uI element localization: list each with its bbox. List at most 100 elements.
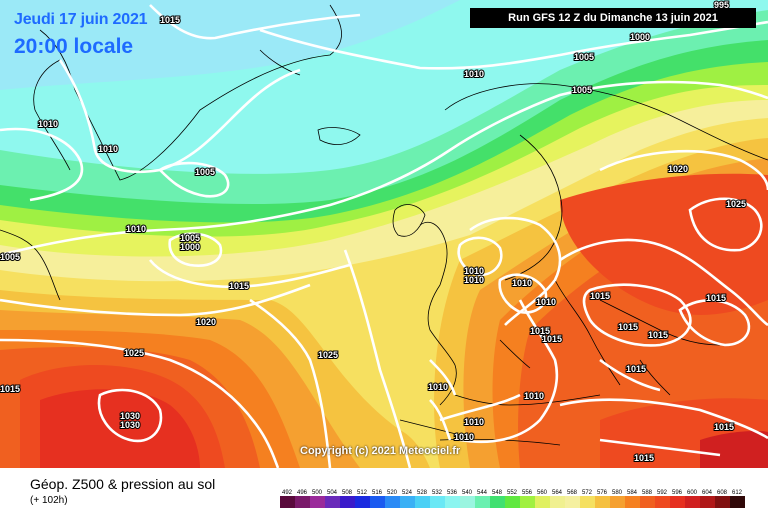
pressure-label: 1020 — [668, 164, 688, 174]
copyright-notice: Copyright (c) 2021 Meteociel.fr — [300, 445, 461, 457]
scale-tick-label: 508 — [342, 490, 353, 496]
pressure-label: 1025 — [318, 350, 338, 360]
pressure-label: 1030 — [120, 420, 140, 430]
pressure-label: 1015 — [530, 326, 550, 336]
pressure-label: 1010 — [454, 432, 474, 442]
scale-swatch — [640, 496, 655, 508]
scale-tick-label: 512 — [357, 490, 368, 496]
legend-subtitle: (+ 102h) — [30, 495, 68, 506]
scale-swatch — [565, 496, 580, 508]
scale-swatch — [490, 496, 505, 508]
color-scale: 492 496 500 504 508 512 516 520 524 528 532 536 540 5… — [280, 490, 745, 508]
pressure-label: 1015 — [542, 334, 562, 344]
pressure-labels: 995 1000 1005 1005 1010 1015 1010 1010 1… — [0, 0, 747, 464]
scale-tick-label: 528 — [417, 490, 428, 496]
scale-swatch — [520, 496, 535, 508]
pressure-label: 1010 — [512, 278, 532, 288]
pressure-label: 1015 — [626, 364, 646, 374]
pressure-label: 1010 — [524, 391, 544, 401]
scale-tick-label: 536 — [447, 490, 458, 496]
scale-tick-label: 560 — [537, 490, 548, 496]
pressure-label: 1005 — [195, 167, 215, 177]
pressure-label: 1010 — [428, 382, 448, 392]
pressure-label: 1020 — [196, 317, 216, 327]
pressure-label: 1000 — [630, 32, 650, 42]
scale-tick-label: 544 — [477, 490, 488, 496]
pressure-label: 1015 — [229, 281, 249, 291]
legend-title: Géop. Z500 & pression au sol — [30, 476, 216, 492]
pressure-label: 1015 — [0, 384, 20, 394]
pressure-label: 1005 — [572, 85, 592, 95]
pressure-label: 1010 — [126, 224, 146, 234]
scale-tick-label: 580 — [612, 490, 623, 496]
scale-swatch — [505, 496, 520, 508]
pressure-label: 1015 — [714, 422, 734, 432]
pressure-label: 995 — [714, 0, 729, 10]
scale-tick-label: 516 — [372, 490, 383, 496]
scale-tick-label: 504 — [327, 490, 338, 496]
scale-tick-label: 524 — [402, 490, 413, 496]
scale-swatch — [625, 496, 640, 508]
scale-tick-label: 608 — [717, 490, 728, 496]
scale-tick-label: 496 — [297, 490, 308, 496]
pressure-label: 1010 — [98, 144, 118, 154]
scale-swatch — [685, 496, 700, 508]
pressure-label: 1015 — [618, 322, 638, 332]
pressure-label: 1025 — [124, 348, 144, 358]
scale-tick-label: 548 — [492, 490, 503, 496]
scale-swatch — [340, 496, 355, 508]
scale-swatch — [700, 496, 715, 508]
scale-swatch — [730, 496, 745, 508]
pressure-label: 1010 — [464, 275, 484, 285]
scale-swatch — [430, 496, 445, 508]
scale-tick-label: 588 — [642, 490, 653, 496]
scale-swatch — [460, 496, 475, 508]
forecast-time: 20:00 locale — [14, 35, 134, 58]
map-canvas: 995 1000 1005 1005 1010 1015 1010 1010 1… — [0, 0, 768, 468]
pressure-label: 1010 — [536, 297, 556, 307]
pressure-label: 1010 — [464, 266, 484, 276]
scale-tick-label: 500 — [312, 490, 323, 496]
scale-swatch — [535, 496, 550, 508]
scale-swatch — [580, 496, 595, 508]
scale-swatch — [325, 496, 340, 508]
pressure-label: 1000 — [180, 242, 200, 252]
legend-bar: Géop. Z500 & pression au sol (+ 102h) 49… — [0, 468, 768, 512]
scale-swatch — [715, 496, 730, 508]
scale-tick-label: 552 — [507, 490, 518, 496]
scale-tick-label: 532 — [432, 490, 443, 496]
scale-swatch — [310, 496, 325, 508]
pressure-label: 1010 — [464, 417, 484, 427]
scale-tick-label: 564 — [552, 490, 563, 496]
scale-tick-label: 556 — [522, 490, 533, 496]
scale-tick-label: 540 — [462, 490, 473, 496]
scale-swatch — [370, 496, 385, 508]
pressure-label: 1005 — [0, 252, 20, 262]
coastlines — [0, 4, 768, 446]
scale-swatch — [670, 496, 685, 508]
scale-swatch — [595, 496, 610, 508]
weather-map: 995 1000 1005 1005 1010 1015 1010 1010 1… — [0, 0, 768, 468]
pressure-label: 1005 — [574, 52, 594, 62]
pressure-label: 1030 — [120, 411, 140, 421]
pressure-label: 1005 — [180, 233, 200, 243]
pressure-label: 1010 — [38, 119, 58, 129]
forecast-date: Jeudi 17 juin 2021 — [14, 11, 148, 28]
scale-swatch — [400, 496, 415, 508]
scale-tick-label: 612 — [732, 490, 743, 496]
scale-tick-label: 520 — [387, 490, 398, 496]
scale-tick-label: 604 — [702, 490, 713, 496]
pressure-label: 1015 — [590, 291, 610, 301]
scale-swatch — [445, 496, 460, 508]
scale-tick-label: 600 — [687, 490, 698, 496]
isobars — [0, 4, 768, 468]
pressure-label: 1010 — [464, 69, 484, 79]
scale-swatch — [385, 496, 400, 508]
scale-swatch — [655, 496, 670, 508]
scale-swatch — [355, 496, 370, 508]
scale-swatch — [415, 496, 430, 508]
pressure-label: 1025 — [726, 199, 746, 209]
pressure-label: 1015 — [634, 453, 654, 463]
scale-tick-label: 572 — [582, 490, 593, 496]
scale-tick-label: 576 — [597, 490, 608, 496]
